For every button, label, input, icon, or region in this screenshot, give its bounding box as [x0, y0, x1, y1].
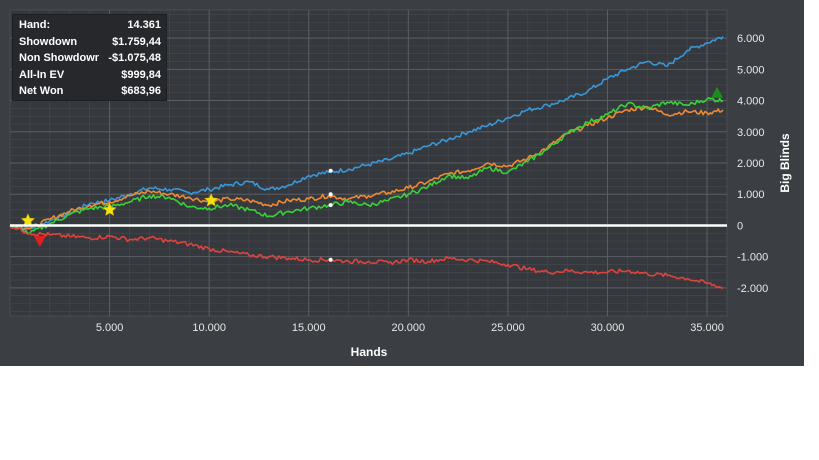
y-tick-label: -1.000 [737, 252, 768, 264]
info-label: Showdown [19, 35, 78, 48]
y-tick-label: 3.000 [737, 127, 765, 139]
info-row-showdown: Showdown $1.759,44 [13, 34, 166, 51]
series-line-1 [9, 105, 724, 231]
y-tick-label: 6.000 [737, 33, 765, 45]
x-tick-label: 20.000 [392, 322, 426, 334]
y-tick-label: 2.000 [737, 158, 765, 170]
hand-cursor-dot [328, 257, 333, 262]
x-tick-label: 30.000 [591, 322, 625, 334]
x-tick-label: 25.000 [491, 322, 525, 334]
info-label: Hand: [19, 19, 51, 32]
y-tick-label: 4.000 [737, 96, 765, 108]
y-axis-title: Big Blinds [778, 133, 792, 193]
series-line-0 [9, 36, 724, 231]
star-marker [20, 213, 36, 227]
chart-panel: 5.000 10.000 15.000 20.000 25.000 30.000 35.00… [0, 0, 804, 366]
marker-layer [20, 86, 724, 262]
y-tick-label: 0 [737, 220, 743, 232]
hand-info-box: Hand: 14.361 Showdown $1.759,44 Non Show… [12, 14, 167, 101]
info-label: Net Won [19, 85, 64, 98]
info-value: $683,96 [121, 85, 161, 98]
hand-cursor-dot [328, 192, 333, 197]
x-axis-title: Hands [351, 345, 388, 359]
info-row-net-won: Net Won $683,96 [13, 83, 166, 100]
chart-svg: 5.000 10.000 15.000 20.000 25.000 30.000 35.00… [9, 9, 792, 359]
x-tick-label: 5.000 [96, 322, 124, 334]
info-value: $1.759,44 [112, 35, 161, 48]
info-value: -$1.075,48 [108, 52, 161, 65]
y-tick-label: 5.000 [737, 64, 765, 76]
series-line-2 [9, 96, 724, 235]
x-tick-label: 35.000 [690, 322, 724, 334]
info-row-non-showdown: Non Showdown -$1.075,48 [13, 50, 166, 67]
info-row-all-in-ev: All-In EV $999,84 [13, 67, 166, 84]
info-value: $999,84 [121, 68, 161, 81]
info-label: Non Showdown [19, 52, 99, 65]
triangle-down-marker [33, 236, 46, 248]
series-layer [9, 36, 724, 289]
info-value: 14.361 [127, 19, 161, 32]
triangle-up-marker [711, 86, 724, 98]
axes: 5.000 10.000 15.000 20.000 25.000 30.000 35.00… [10, 33, 768, 334]
star-marker [102, 202, 117, 217]
x-tick-label: 10.000 [192, 322, 226, 334]
info-label: All-In EV [19, 68, 65, 81]
hand-cursor-dot [328, 168, 333, 173]
info-row-hand: Hand: 14.361 [13, 17, 166, 34]
x-tick-label: 15.000 [292, 322, 326, 334]
y-tick-label: 1.000 [737, 189, 765, 201]
hand-cursor-dot [328, 203, 333, 208]
star-marker [203, 192, 219, 207]
y-tick-label: -2.000 [737, 283, 768, 295]
series-line-3 [9, 224, 724, 289]
